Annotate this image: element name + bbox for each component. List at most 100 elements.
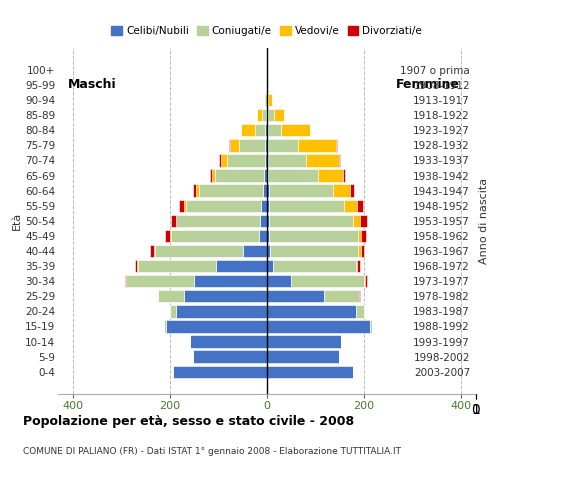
Bar bbox=[359, 290, 360, 302]
Bar bbox=[268, 124, 281, 136]
Bar bbox=[165, 230, 170, 242]
Legend: Celibi/Nubili, Coniugati/e, Vedovi/e, Divorziati/e: Celibi/Nubili, Coniugati/e, Vedovi/e, Di… bbox=[107, 22, 426, 40]
Bar bbox=[267, 365, 353, 378]
Bar bbox=[269, 230, 358, 242]
Bar bbox=[257, 109, 262, 121]
Bar bbox=[360, 215, 367, 227]
Text: Femmine: Femmine bbox=[396, 79, 459, 92]
Bar bbox=[263, 184, 267, 197]
Bar bbox=[212, 169, 215, 182]
Bar bbox=[267, 200, 269, 212]
Bar bbox=[358, 230, 361, 242]
Bar bbox=[227, 154, 265, 167]
Bar bbox=[361, 230, 367, 242]
Bar bbox=[135, 260, 137, 272]
Bar bbox=[194, 275, 267, 288]
Bar bbox=[186, 200, 261, 212]
Bar bbox=[241, 124, 255, 136]
Bar bbox=[184, 200, 186, 212]
Bar bbox=[306, 154, 339, 167]
Bar bbox=[345, 200, 357, 212]
Bar bbox=[267, 275, 291, 288]
Bar bbox=[268, 139, 298, 152]
Bar bbox=[267, 350, 339, 363]
Bar bbox=[267, 245, 270, 257]
Bar bbox=[199, 184, 263, 197]
Bar bbox=[267, 154, 269, 167]
Text: Popolazione per età, sesso e stato civile - 2008: Popolazione per età, sesso e stato civil… bbox=[23, 415, 354, 428]
Bar bbox=[158, 290, 184, 302]
Bar bbox=[336, 139, 337, 152]
Bar bbox=[269, 169, 318, 182]
Bar bbox=[215, 169, 264, 182]
Bar bbox=[324, 290, 359, 302]
Bar bbox=[264, 169, 267, 182]
Bar bbox=[238, 139, 265, 152]
Bar bbox=[137, 260, 138, 272]
Bar bbox=[267, 94, 268, 106]
Bar bbox=[221, 154, 227, 167]
Bar bbox=[190, 336, 267, 348]
Bar bbox=[269, 200, 345, 212]
Bar bbox=[273, 260, 356, 272]
Bar bbox=[155, 245, 242, 257]
Bar bbox=[350, 184, 354, 197]
Bar bbox=[265, 154, 267, 167]
Bar bbox=[260, 215, 267, 227]
Bar bbox=[267, 320, 370, 333]
Bar bbox=[266, 109, 267, 121]
Bar bbox=[333, 184, 350, 197]
Bar bbox=[265, 94, 267, 106]
Bar bbox=[357, 260, 360, 272]
Bar bbox=[184, 290, 267, 302]
Bar bbox=[171, 215, 176, 227]
Bar bbox=[267, 260, 273, 272]
Bar bbox=[274, 109, 284, 121]
Bar bbox=[265, 124, 267, 136]
Bar bbox=[339, 154, 340, 167]
Bar bbox=[259, 230, 267, 242]
Bar bbox=[265, 139, 267, 152]
Bar bbox=[281, 124, 310, 136]
Bar bbox=[356, 305, 364, 318]
Bar bbox=[193, 350, 267, 363]
Bar bbox=[176, 215, 260, 227]
Bar bbox=[267, 124, 268, 136]
Bar bbox=[219, 154, 221, 167]
Bar bbox=[298, 139, 336, 152]
Bar bbox=[164, 320, 166, 333]
Bar bbox=[343, 169, 346, 182]
Bar bbox=[179, 200, 184, 212]
Bar bbox=[358, 245, 361, 257]
Bar bbox=[264, 94, 265, 106]
Bar bbox=[267, 184, 269, 197]
Text: Maschi: Maschi bbox=[68, 79, 117, 92]
Bar bbox=[216, 260, 267, 272]
Bar bbox=[262, 109, 266, 121]
Bar bbox=[268, 94, 271, 106]
Bar bbox=[267, 215, 269, 227]
Y-axis label: Età: Età bbox=[12, 212, 22, 230]
Bar bbox=[356, 260, 357, 272]
Bar bbox=[361, 245, 364, 257]
Bar bbox=[269, 184, 333, 197]
Bar bbox=[267, 169, 269, 182]
Bar bbox=[357, 200, 363, 212]
Bar bbox=[166, 320, 267, 333]
Bar bbox=[267, 336, 340, 348]
Bar bbox=[176, 305, 267, 318]
Text: COMUNE DI PALIANO (FR) - Dati ISTAT 1° gennaio 2008 - Elaborazione TUTTITALIA.IT: COMUNE DI PALIANO (FR) - Dati ISTAT 1° g… bbox=[23, 446, 401, 456]
Bar bbox=[365, 275, 367, 288]
Y-axis label: Anno di nascita: Anno di nascita bbox=[479, 178, 489, 264]
Bar bbox=[291, 275, 364, 288]
Bar bbox=[269, 215, 353, 227]
Bar bbox=[318, 169, 343, 182]
Bar bbox=[173, 365, 267, 378]
Bar bbox=[269, 154, 306, 167]
Bar bbox=[255, 124, 265, 136]
Bar bbox=[171, 230, 259, 242]
Bar bbox=[267, 230, 269, 242]
Bar bbox=[125, 275, 126, 288]
Bar bbox=[209, 169, 212, 182]
Bar bbox=[261, 200, 267, 212]
